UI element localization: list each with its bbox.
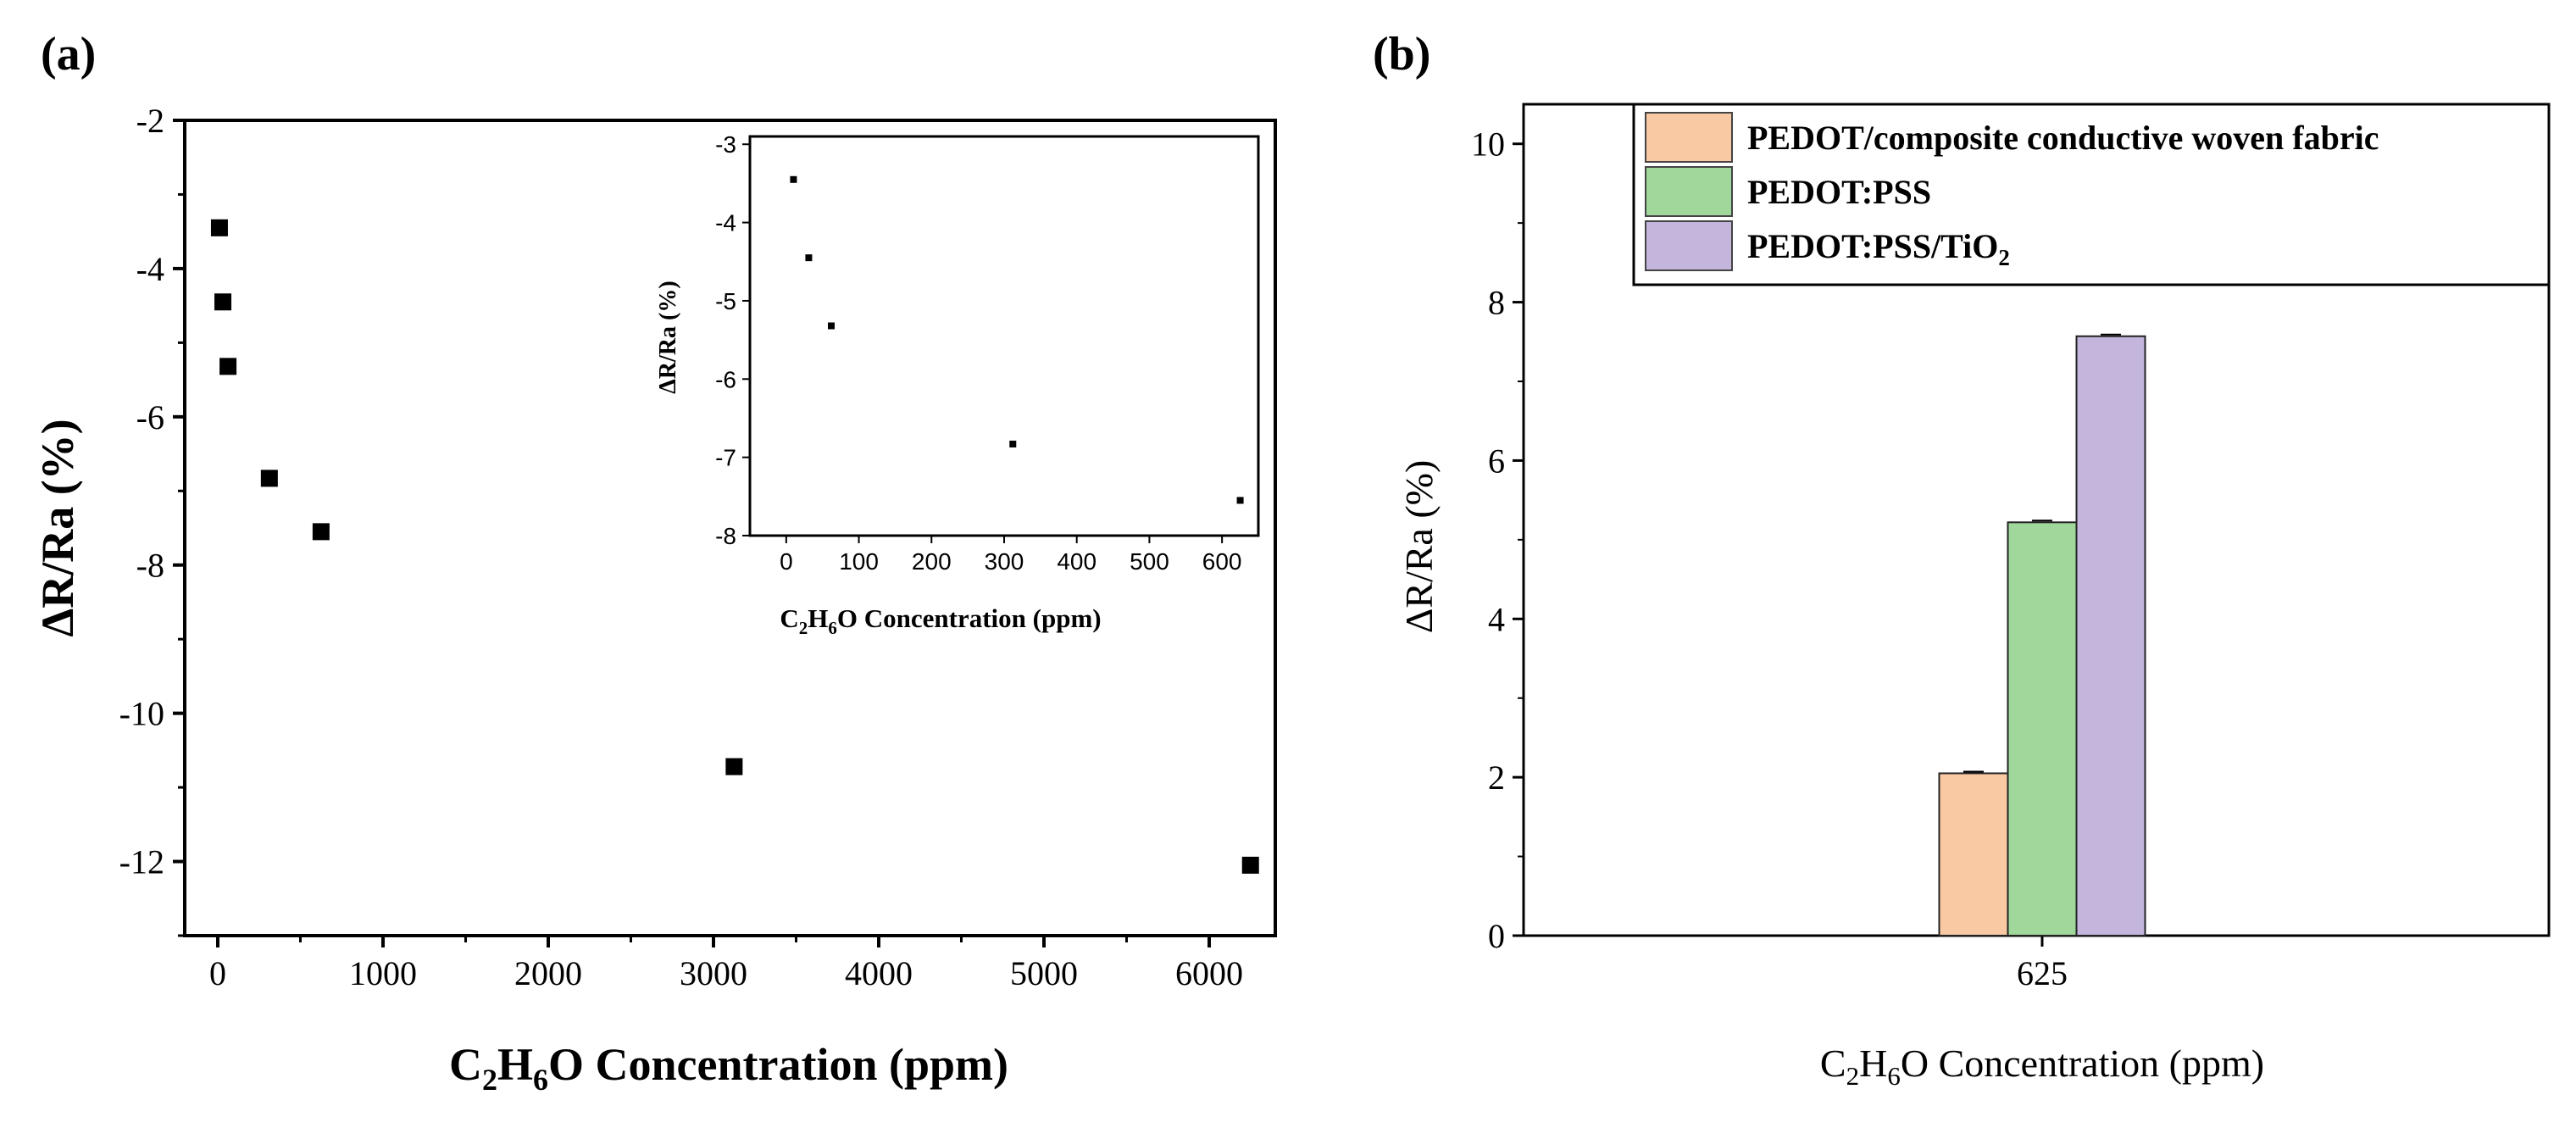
legend-swatch-2 bbox=[1645, 220, 1733, 271]
main-y-tick-label: -6 bbox=[136, 398, 164, 436]
main-scatter-chart: -2-4-6-8-10-12 0 1000 2000 3000 4000 5000 6000… bbox=[32, 102, 1277, 1097]
bar-y-tick-label: 2 bbox=[1488, 758, 1505, 797]
panel-label-b: (b) bbox=[1373, 28, 1430, 81]
bar-y-tick-label: 8 bbox=[1488, 284, 1505, 322]
main-y-tick-label: -8 bbox=[136, 547, 164, 585]
main-data-point bbox=[1241, 856, 1259, 874]
inset-x-tick-label: 500 bbox=[1130, 548, 1169, 575]
bar-y-tick-label: 4 bbox=[1488, 600, 1505, 638]
bar-series-0 bbox=[1938, 772, 2009, 936]
inset-data-point bbox=[1009, 440, 1017, 447]
main-x-ticks: 0 1000 2000 3000 4000 5000 6000 bbox=[209, 936, 1243, 992]
inset-y-tick-label: -7 bbox=[715, 445, 736, 471]
bar-chart: 0 2 4 6 8 10 625 ΔR/Ra (%) C2H6O Concentratio… bbox=[1397, 103, 2551, 1091]
inset-x-tick-label: 400 bbox=[1057, 548, 1096, 575]
legend-swatch-0 bbox=[1645, 112, 1733, 163]
inset-data-point bbox=[1236, 497, 1244, 504]
main-y-ticks: -2 -4 -6 -8 -10 -12 bbox=[119, 102, 185, 937]
bar-x-ticks: 625 bbox=[2017, 936, 2068, 992]
bar-y-tick-label: 6 bbox=[1488, 442, 1505, 480]
inset-background bbox=[746, 132, 1264, 573]
inset-y-tick-label: -3 bbox=[715, 131, 736, 158]
main-data-point bbox=[214, 293, 232, 311]
main-x-tick-label: 0 bbox=[209, 954, 226, 992]
main-plot-frame bbox=[183, 119, 1277, 937]
legend-label-1: PEDOT:PSS bbox=[1747, 173, 1931, 211]
main-x-tick-label: 4000 bbox=[845, 954, 913, 992]
legend-frame bbox=[1632, 103, 2551, 286]
inset-y-tick-label: -8 bbox=[715, 523, 736, 549]
inset-x-tick-label: 200 bbox=[912, 548, 952, 575]
bar-series-2 bbox=[2075, 335, 2146, 936]
main-x-tick-label: 6000 bbox=[1175, 954, 1243, 992]
main-data-point bbox=[312, 523, 330, 541]
legend-swatch-1 bbox=[1645, 166, 1733, 217]
main-x-tick-label: 1000 bbox=[349, 954, 417, 992]
legend-label-0: PEDOT/composite conductive woven fabric bbox=[1747, 119, 2379, 157]
inset-y-ticks: -3 -4 -5 -6 -7 -8 bbox=[715, 131, 750, 549]
main-x-tick-label: 3000 bbox=[680, 954, 747, 992]
main-x-tick-label: 5000 bbox=[1010, 954, 1078, 992]
inset-y-tick-label: -4 bbox=[715, 210, 736, 236]
inset-y-tick-label: -5 bbox=[715, 288, 736, 314]
panel-label-a: (a) bbox=[41, 28, 96, 81]
inset-x-tick-label: 0 bbox=[780, 548, 793, 575]
main-y-tick-label: -4 bbox=[136, 250, 164, 288]
inset-x-tick-label: 100 bbox=[839, 548, 879, 575]
bar-rectangles bbox=[1938, 333, 2146, 936]
inset-y-tick-label: -6 bbox=[715, 366, 736, 392]
bar-y-axis-label: ΔR/Ra (%) bbox=[1397, 460, 1441, 634]
main-data-point bbox=[219, 358, 237, 375]
bar-y-tick-label: 0 bbox=[1488, 917, 1505, 955]
main-y-tick-label: -2 bbox=[136, 102, 164, 140]
main-x-axis-label: C2H6O Concentration (ppm) bbox=[449, 1039, 1008, 1097]
bar-y-ticks: 0 2 4 6 8 10 bbox=[1471, 125, 1524, 955]
main-data-point bbox=[260, 470, 278, 487]
bar-y-tick-label: 10 bbox=[1471, 125, 1505, 164]
bar-x-tick-label: 625 bbox=[2017, 954, 2068, 992]
bar-series-1 bbox=[2007, 521, 2078, 936]
main-y-tick-label: -10 bbox=[119, 695, 164, 733]
inset-data-points bbox=[790, 175, 1244, 504]
inset-x-tick-label: 300 bbox=[985, 548, 1024, 575]
main-x-tick-label: 2000 bbox=[514, 954, 582, 992]
inset-x-ticks: 0 100 200 300 400 500 600 bbox=[780, 536, 1242, 575]
inset-x-tick-label: 600 bbox=[1202, 548, 1242, 575]
main-y-axis-label: ΔR/Ra (%) bbox=[32, 419, 83, 636]
main-data-point bbox=[210, 219, 228, 236]
main-data-points bbox=[210, 219, 1259, 874]
inset-data-point bbox=[828, 322, 835, 330]
main-y-tick-label: -12 bbox=[119, 843, 164, 881]
inset-scatter-chart: -3 -4 -5 -6 -7 -8 0 100 200 300 400 500 600 ΔR/Ra (… bbox=[655, 131, 1264, 638]
main-data-point bbox=[725, 758, 743, 775]
legend-label-2: PEDOT:PSS/TiO2 bbox=[1747, 227, 2010, 270]
inset-data-point bbox=[805, 254, 813, 262]
inset-data-point bbox=[790, 175, 797, 183]
inset-x-axis-label: C2H6O Concentration (ppm) bbox=[780, 603, 1101, 638]
bar-legend: PEDOT/composite conductive woven fabric … bbox=[1632, 103, 2551, 286]
inset-y-axis-label: ΔR/Ra (%) bbox=[655, 281, 681, 393]
bar-x-axis-label: C2H6O Concentration (ppm) bbox=[1820, 1042, 2264, 1091]
